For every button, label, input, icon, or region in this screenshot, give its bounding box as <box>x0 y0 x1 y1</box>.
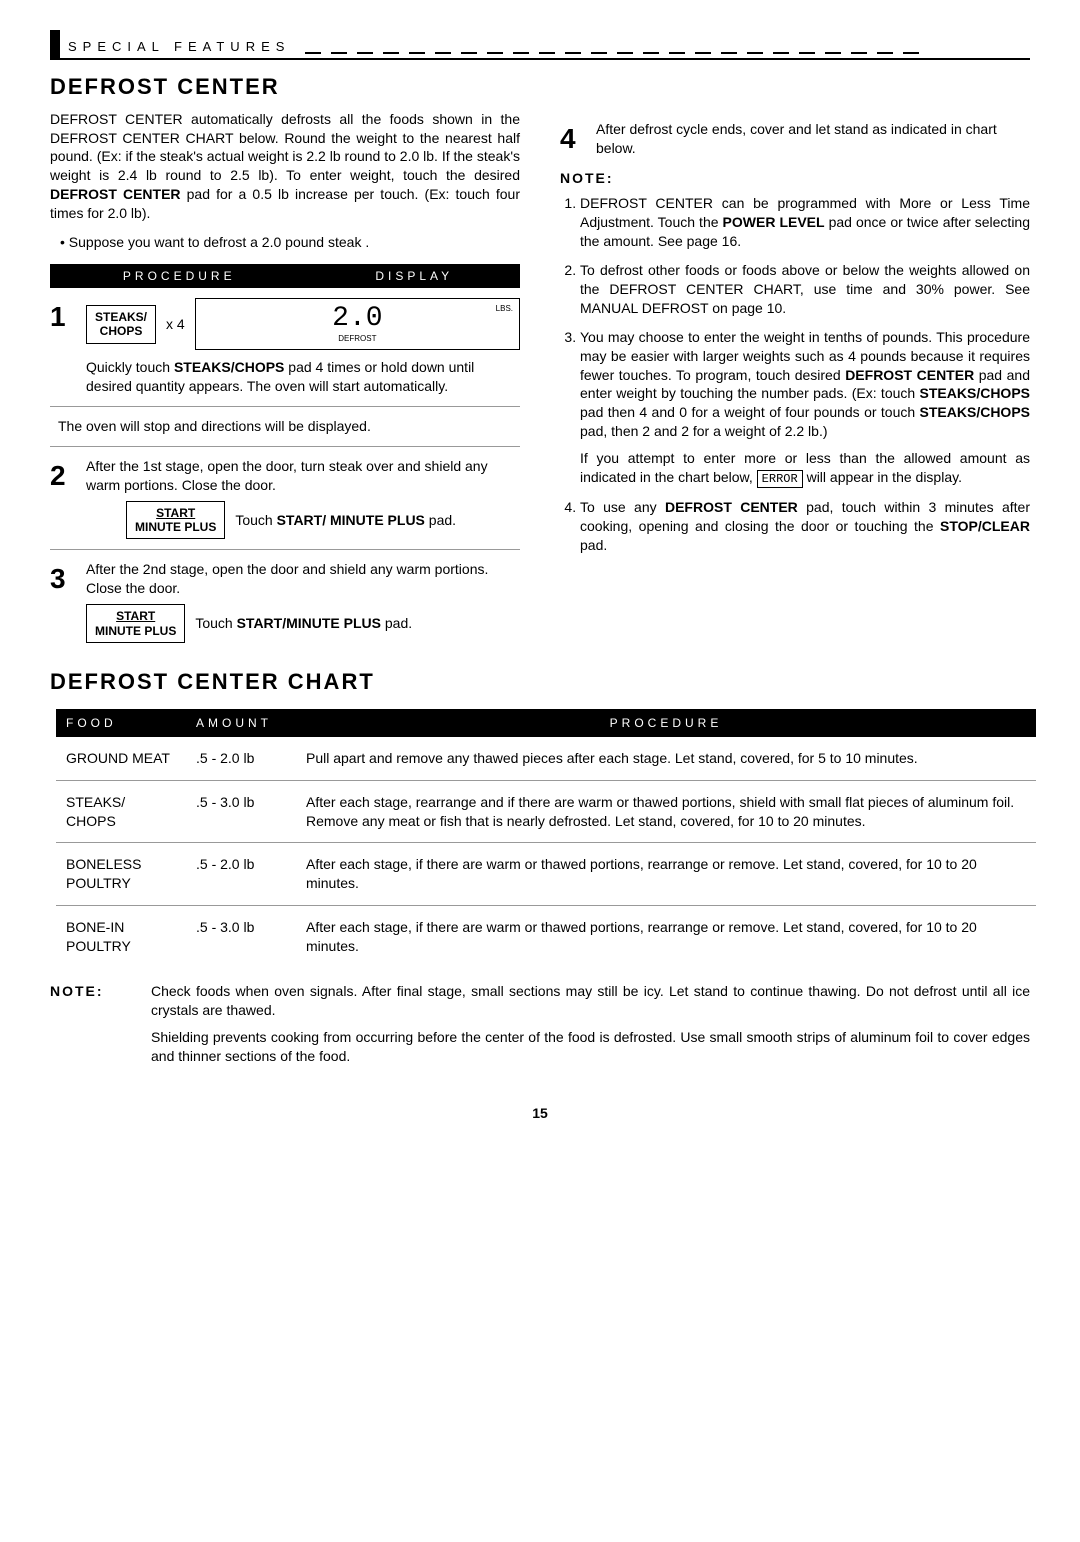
steaks-chops-pad: STEAKS/ CHOPS <box>86 305 156 344</box>
table-row: STEAKS/ CHOPS .5 - 3.0 lb After each sta… <box>56 780 1036 843</box>
bottom-note-p2: Shielding prevents cooking from occurrin… <box>151 1028 1030 1066</box>
step-1: 1 STEAKS/ CHOPS x 4 LBS. 2.0 DEFROST <box>50 298 520 350</box>
step-2-side-text: Touch START/ MINUTE PLUS pad. <box>235 511 456 530</box>
note-item: To use any DEFROST CENTER pad, touch wit… <box>580 498 1030 555</box>
header-dashes <box>290 52 1030 58</box>
procedure-header: PROCEDURE <box>50 268 309 284</box>
bottom-note-label: NOTE: <box>50 982 135 1074</box>
note-item: You may choose to enter the weight in te… <box>580 328 1030 488</box>
bottom-note-p1: Check foods when oven signals. After fin… <box>151 982 1030 1020</box>
intro-para: DEFROST CENTER automatically defrosts al… <box>50 110 520 223</box>
display-box: LBS. 2.0 DEFROST <box>195 298 520 350</box>
table-row: GROUND MEAT .5 - 2.0 lb Pull apart and r… <box>56 737 1036 780</box>
page-title: DEFROST CENTER <box>50 72 1030 102</box>
step-4-text: After defrost cycle ends, cover and let … <box>596 120 1030 158</box>
step-number: 4 <box>560 120 596 158</box>
header-bar-icon <box>50 30 60 58</box>
chart-header-amount: AMOUNT <box>186 709 296 737</box>
divider <box>50 406 520 407</box>
defrost-chart: FOOD AMOUNT PROCEDURE GROUND MEAT .5 - 2… <box>56 709 1036 968</box>
note-item: To defrost other foods or foods above or… <box>580 261 1030 318</box>
between-text: The oven will stop and directions will b… <box>58 417 520 436</box>
chart-header-food: FOOD <box>56 709 186 737</box>
chart-header-procedure: PROCEDURE <box>296 709 1036 737</box>
note-title: NOTE: <box>560 169 1030 188</box>
error-box: ERROR <box>757 470 803 488</box>
chart-title: DEFROST CENTER CHART <box>50 667 1030 697</box>
step-2-text: After the 1st stage, open the door, turn… <box>86 457 520 495</box>
intro-bullet: Suppose you want to defrost a 2.0 pound … <box>60 233 520 252</box>
step-number: 2 <box>50 457 86 495</box>
step-1-text: Quickly touch STEAKS/CHOPS pad 4 times o… <box>86 358 520 396</box>
display-header: DISPLAY <box>309 268 521 284</box>
step-3: 3 After the 2nd stage, open the door and… <box>50 560 520 643</box>
page-number: 15 <box>50 1104 1030 1123</box>
page-header: SPECIAL FEATURES <box>50 30 1030 60</box>
divider <box>50 446 520 447</box>
step-2: 2 After the 1st stage, open the door, tu… <box>50 457 520 540</box>
proc-display-header: PROCEDURE DISPLAY <box>50 264 520 288</box>
start-minute-plus-pad: START MINUTE PLUS <box>126 501 225 540</box>
table-row: BONELESS POULTRY .5 - 2.0 lb After each … <box>56 843 1036 906</box>
step-3-text: After the 2nd stage, open the door and s… <box>86 560 520 598</box>
notes-list: DEFROST CENTER can be programmed with Mo… <box>580 194 1030 554</box>
multiplier-text: x 4 <box>166 315 185 334</box>
step-number: 3 <box>50 560 86 598</box>
step-3-side-text: Touch START/MINUTE PLUS pad. <box>195 614 412 633</box>
start-minute-plus-pad: START MINUTE PLUS <box>86 604 185 643</box>
bottom-note: NOTE: Check foods when oven signals. Aft… <box>50 982 1030 1074</box>
section-label: SPECIAL FEATURES <box>68 38 290 58</box>
step-number: 1 <box>50 298 86 336</box>
divider <box>50 549 520 550</box>
note-item: DEFROST CENTER can be programmed with Mo… <box>580 194 1030 251</box>
step-4: 4 After defrost cycle ends, cover and le… <box>560 120 1030 158</box>
table-row: BONE-IN POULTRY .5 - 3.0 lb After each s… <box>56 906 1036 968</box>
